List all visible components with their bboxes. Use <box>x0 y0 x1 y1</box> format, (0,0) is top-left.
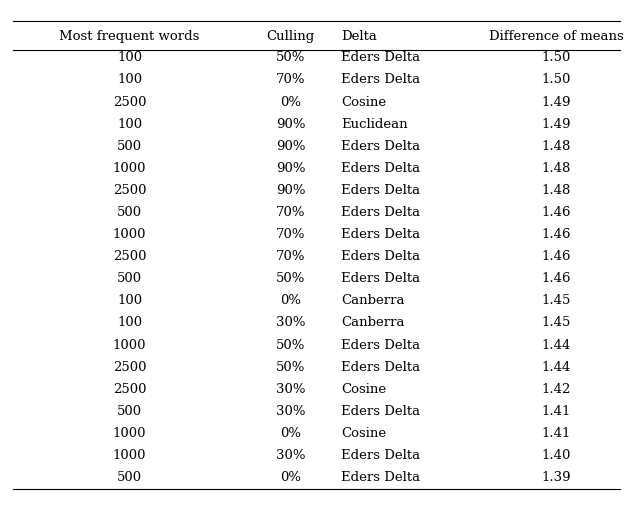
Text: 30%: 30% <box>276 383 305 396</box>
Text: Most frequent words: Most frequent words <box>60 31 200 43</box>
Text: Eders Delta: Eders Delta <box>341 228 420 241</box>
Text: 1.49: 1.49 <box>541 96 571 108</box>
Text: Eders Delta: Eders Delta <box>341 140 420 153</box>
Text: 1000: 1000 <box>113 228 147 241</box>
Text: Cosine: Cosine <box>341 383 387 396</box>
Text: 50%: 50% <box>276 272 305 285</box>
Text: 0%: 0% <box>280 295 301 307</box>
Text: 90%: 90% <box>276 184 305 197</box>
Text: 1.44: 1.44 <box>541 361 571 373</box>
Text: 1.41: 1.41 <box>541 405 571 418</box>
Text: 1.48: 1.48 <box>541 162 571 175</box>
Text: 70%: 70% <box>276 250 305 263</box>
Text: Eders Delta: Eders Delta <box>341 405 420 418</box>
Text: 90%: 90% <box>276 118 305 130</box>
Text: 1.48: 1.48 <box>541 184 571 197</box>
Text: 1.48: 1.48 <box>541 140 571 153</box>
Text: 2500: 2500 <box>113 250 147 263</box>
Text: 500: 500 <box>117 140 142 153</box>
Text: Culling: Culling <box>267 31 315 43</box>
Text: 90%: 90% <box>276 162 305 175</box>
Text: 70%: 70% <box>276 74 305 86</box>
Text: 50%: 50% <box>276 361 305 373</box>
Text: Cosine: Cosine <box>341 427 387 440</box>
Text: 1.50: 1.50 <box>541 52 571 64</box>
Text: 1.45: 1.45 <box>541 317 571 329</box>
Text: 70%: 70% <box>276 206 305 219</box>
Text: Eders Delta: Eders Delta <box>341 272 420 285</box>
Text: 30%: 30% <box>276 449 305 462</box>
Text: 1.39: 1.39 <box>541 471 571 484</box>
Text: 1.46: 1.46 <box>541 250 571 263</box>
Text: Eders Delta: Eders Delta <box>341 449 420 462</box>
Text: 2500: 2500 <box>113 184 147 197</box>
Text: 1.44: 1.44 <box>541 339 571 351</box>
Text: 1.49: 1.49 <box>541 118 571 130</box>
Text: 1.46: 1.46 <box>541 228 571 241</box>
Text: Eders Delta: Eders Delta <box>341 250 420 263</box>
Text: Eders Delta: Eders Delta <box>341 162 420 175</box>
Text: 100: 100 <box>117 295 142 307</box>
Text: Eders Delta: Eders Delta <box>341 339 420 351</box>
Text: Canberra: Canberra <box>341 317 405 329</box>
Text: 100: 100 <box>117 317 142 329</box>
Text: 2500: 2500 <box>113 361 147 373</box>
Text: 100: 100 <box>117 118 142 130</box>
Text: Eders Delta: Eders Delta <box>341 206 420 219</box>
Text: 100: 100 <box>117 74 142 86</box>
Text: 0%: 0% <box>280 471 301 484</box>
Text: 100: 100 <box>117 52 142 64</box>
Text: 500: 500 <box>117 206 142 219</box>
Text: 50%: 50% <box>276 52 305 64</box>
Text: 1000: 1000 <box>113 339 147 351</box>
Text: Eders Delta: Eders Delta <box>341 52 420 64</box>
Text: 30%: 30% <box>276 317 305 329</box>
Text: Eders Delta: Eders Delta <box>341 471 420 484</box>
Text: Delta: Delta <box>341 31 377 43</box>
Text: 0%: 0% <box>280 96 301 108</box>
Text: 1000: 1000 <box>113 449 147 462</box>
Text: Eders Delta: Eders Delta <box>341 184 420 197</box>
Text: 500: 500 <box>117 471 142 484</box>
Text: 1.42: 1.42 <box>541 383 571 396</box>
Text: 1.41: 1.41 <box>541 427 571 440</box>
Text: Difference of means: Difference of means <box>489 31 623 43</box>
Text: 30%: 30% <box>276 405 305 418</box>
Text: 1.50: 1.50 <box>541 74 571 86</box>
Text: 1.46: 1.46 <box>541 206 571 219</box>
Text: Euclidean: Euclidean <box>341 118 408 130</box>
Text: 90%: 90% <box>276 140 305 153</box>
Text: 2500: 2500 <box>113 96 147 108</box>
Text: 70%: 70% <box>276 228 305 241</box>
Text: 2500: 2500 <box>113 383 147 396</box>
Text: 1000: 1000 <box>113 427 147 440</box>
Text: 1.46: 1.46 <box>541 272 571 285</box>
Text: 500: 500 <box>117 405 142 418</box>
Text: 1.40: 1.40 <box>541 449 571 462</box>
Text: 1000: 1000 <box>113 162 147 175</box>
Text: 1.45: 1.45 <box>541 295 571 307</box>
Text: Canberra: Canberra <box>341 295 405 307</box>
Text: Eders Delta: Eders Delta <box>341 361 420 373</box>
Text: Eders Delta: Eders Delta <box>341 74 420 86</box>
Text: Cosine: Cosine <box>341 96 387 108</box>
Text: 50%: 50% <box>276 339 305 351</box>
Text: 0%: 0% <box>280 427 301 440</box>
Text: 500: 500 <box>117 272 142 285</box>
